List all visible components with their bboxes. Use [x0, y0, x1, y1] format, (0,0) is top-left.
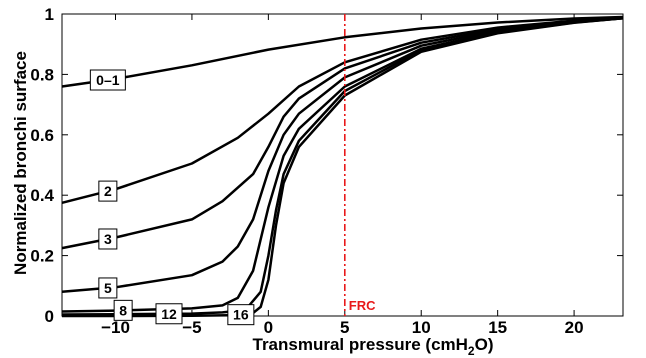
curve-tag-box: [98, 228, 118, 250]
series-curve: [61, 16, 624, 250]
curve-tag: 8: [113, 299, 133, 321]
curve-tag-box: [113, 299, 133, 321]
curve-tag-box: [227, 304, 255, 326]
series-curve: [61, 16, 624, 294]
x-tick-label: 15: [488, 318, 507, 337]
curve-tag: 2: [98, 180, 118, 202]
curve-tag-box: [98, 180, 118, 202]
y-tick-label: 0: [45, 307, 54, 326]
curve-tag-label: 2: [104, 183, 112, 199]
curve-tag-box: [155, 303, 183, 325]
y-tick-label: 0.6: [30, 126, 54, 145]
curve-tag: 3: [98, 228, 118, 250]
curve-tag: 12: [155, 303, 183, 325]
x-tick-label: 20: [565, 318, 584, 337]
x-tick-label: 0: [264, 318, 273, 337]
curve-tags: 0–1 2 3 58 12 16: [89, 69, 255, 326]
y-tick-label: 1: [45, 5, 54, 24]
curve-tag-label: 8: [119, 302, 127, 318]
plot-area: [61, 13, 624, 317]
curves: [61, 15, 624, 318]
x-axis-label: Transmural pressure (cmH2O): [253, 335, 494, 358]
series-curve: [61, 16, 624, 205]
y-axis-label: Normalized bronchi surface: [11, 51, 30, 275]
plot-frame: [61, 13, 624, 317]
series-curve: [61, 15, 624, 88]
y-tick-label: 0.8: [30, 65, 54, 84]
x-tick-label: −10: [101, 318, 130, 337]
x-tick-label: −5: [182, 318, 201, 337]
curve-tag-label: 12: [161, 306, 177, 322]
curve-tag-label: 0–1: [96, 72, 120, 88]
axis-ticks: −10 −5 0 5 10 15 20 0 0.2 0.4 0.6 0.8 1: [30, 5, 623, 337]
x-tick-label: 10: [412, 318, 431, 337]
y-tick-label: 0.4: [30, 186, 54, 205]
curve-tag-label: 5: [104, 280, 112, 296]
y-tick-label: 0.2: [30, 247, 54, 266]
curve-tag: 0–1: [89, 69, 126, 91]
curve-tag: 16: [227, 304, 255, 326]
curve-tag-label: 16: [233, 307, 249, 323]
frc-reference: FRC: [343, 14, 376, 316]
curve-tag: 5: [98, 277, 118, 299]
x-tick-label: 5: [340, 318, 349, 337]
frc-label: FRC: [349, 298, 376, 313]
curve-tag-box: [89, 69, 126, 91]
curve-tag-label: 3: [104, 231, 112, 247]
curve-tag-box: [98, 277, 118, 299]
series-curve: [62, 16, 624, 318]
